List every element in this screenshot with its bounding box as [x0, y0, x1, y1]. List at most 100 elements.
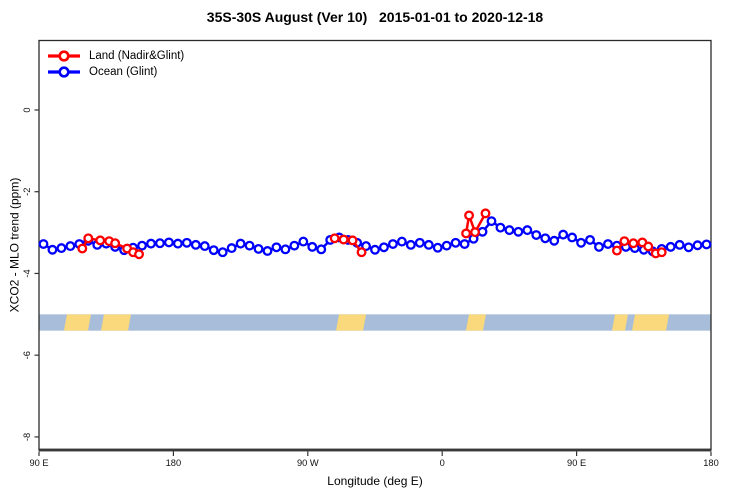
ocean-data-point — [181, 237, 192, 248]
ocean-data-point — [459, 239, 470, 249]
ocean-data-point — [298, 236, 309, 247]
map-band — [39, 314, 711, 331]
land-data-point — [643, 241, 654, 252]
ocean-data-point — [253, 243, 264, 254]
land-data-point — [356, 247, 367, 258]
ocean-data-point — [441, 240, 452, 251]
ocean-data-point — [531, 230, 542, 240]
ocean-data-point — [674, 239, 685, 250]
land-data-point — [95, 235, 106, 246]
map-band-land-patch — [465, 314, 486, 331]
x-tick-label: 180 — [703, 458, 719, 468]
ocean-data-point — [522, 225, 533, 236]
ocean-data-point — [432, 242, 443, 253]
ocean-data-point — [379, 242, 389, 253]
ocean-data-point — [549, 235, 560, 246]
land-data-point — [619, 236, 630, 247]
land-data-point — [338, 234, 349, 245]
ocean-data-point — [594, 241, 604, 252]
x-tick-label: 90 W — [297, 458, 319, 468]
land-series-line — [464, 212, 487, 234]
land-data-point — [110, 238, 121, 249]
land-data-point — [628, 238, 639, 249]
ocean-data-point — [513, 226, 524, 237]
ocean-data-point — [137, 240, 147, 251]
legend-label-ocean: Ocean (Glint) — [89, 66, 158, 78]
x-tick-label: 180 — [166, 458, 182, 468]
ocean-data-point — [199, 241, 210, 252]
ocean-data-point — [701, 239, 712, 250]
ocean-data-point — [558, 229, 569, 240]
map-band-land-patch — [632, 314, 670, 331]
ocean-data-point — [155, 238, 165, 249]
land-data-point — [656, 247, 667, 258]
x-axis-title: Longitude (deg E) — [327, 474, 423, 488]
ocean-data-point — [56, 243, 67, 254]
land-series — [77, 208, 667, 260]
land-data-point — [461, 228, 472, 239]
legend-item-ocean: Ocean (Glint) — [46, 64, 184, 80]
land-data-point — [77, 243, 88, 254]
ocean-data-point — [504, 225, 515, 236]
y-tick-label: -8 — [22, 433, 32, 441]
ocean-data-point — [316, 244, 327, 255]
ocean-data-point — [692, 240, 703, 251]
ocean-data-point — [208, 245, 219, 256]
ocean-data-point — [665, 241, 676, 252]
ocean-data-point — [495, 222, 506, 233]
y-tick-label: -6 — [22, 351, 32, 359]
map-band-ocean — [39, 314, 711, 331]
ocean-data-point — [387, 239, 398, 249]
ocean-data-point — [38, 239, 49, 249]
ocean-data-point — [280, 244, 291, 255]
legend-label-land: Land (Nadir&Glint) — [89, 50, 185, 62]
ocean-data-point — [235, 238, 246, 249]
y-tick-label: -2 — [22, 188, 32, 196]
ocean-data-point — [361, 241, 371, 252]
land-data-point — [329, 233, 340, 244]
land-data-point — [464, 210, 475, 221]
ocean-data-point — [226, 243, 237, 254]
ocean-data-point — [567, 232, 578, 243]
map-band-land-patch — [63, 314, 91, 331]
ocean-data-point — [289, 240, 300, 251]
ocean-data-point — [190, 239, 201, 250]
land-data-point — [611, 245, 622, 256]
ocean-data-point — [585, 234, 595, 245]
ocean-data-point — [370, 244, 380, 255]
x-tick-label: 0 — [440, 458, 445, 468]
ocean-series — [38, 216, 712, 258]
land-data-point — [480, 208, 491, 219]
ocean-data-point — [683, 242, 694, 253]
land-data-point — [347, 235, 358, 246]
x-tick-label: 90 E — [29, 458, 48, 468]
ocean-data-point — [405, 239, 416, 250]
legend: Land (Nadir&Glint) Ocean (Glint) — [46, 48, 184, 80]
x-tick-label: 90 E — [567, 458, 586, 468]
ocean-data-point — [414, 237, 425, 248]
ocean-data-point — [163, 237, 174, 248]
ocean-data-point — [271, 242, 282, 253]
ocean-data-point — [65, 241, 76, 252]
ocean-data-point — [172, 238, 183, 249]
ocean-data-point — [262, 246, 273, 256]
legend-item-land: Land (Nadir&Glint) — [46, 48, 184, 64]
ocean-data-point — [450, 237, 461, 248]
chart-title: 35S-30S August (Ver 10) 2015-01-01 to 20… — [206, 9, 544, 25]
ocean-data-point — [486, 216, 497, 227]
ocean-data-point — [307, 241, 318, 252]
ocean-data-point — [47, 244, 58, 255]
ocean-data-point — [217, 247, 228, 258]
ocean-data-point — [244, 240, 255, 251]
y-tick-label: -4 — [22, 269, 32, 277]
ocean-data-point — [396, 236, 407, 247]
land-data-point — [470, 227, 481, 238]
y-tick-label: 0 — [22, 107, 32, 112]
land-series-legend-glyph — [48, 50, 80, 62]
map-band-land-patch — [100, 314, 131, 331]
ocean-data-point — [603, 239, 613, 249]
ocean-data-point — [423, 239, 434, 250]
ocean-series-legend-glyph — [48, 66, 80, 78]
